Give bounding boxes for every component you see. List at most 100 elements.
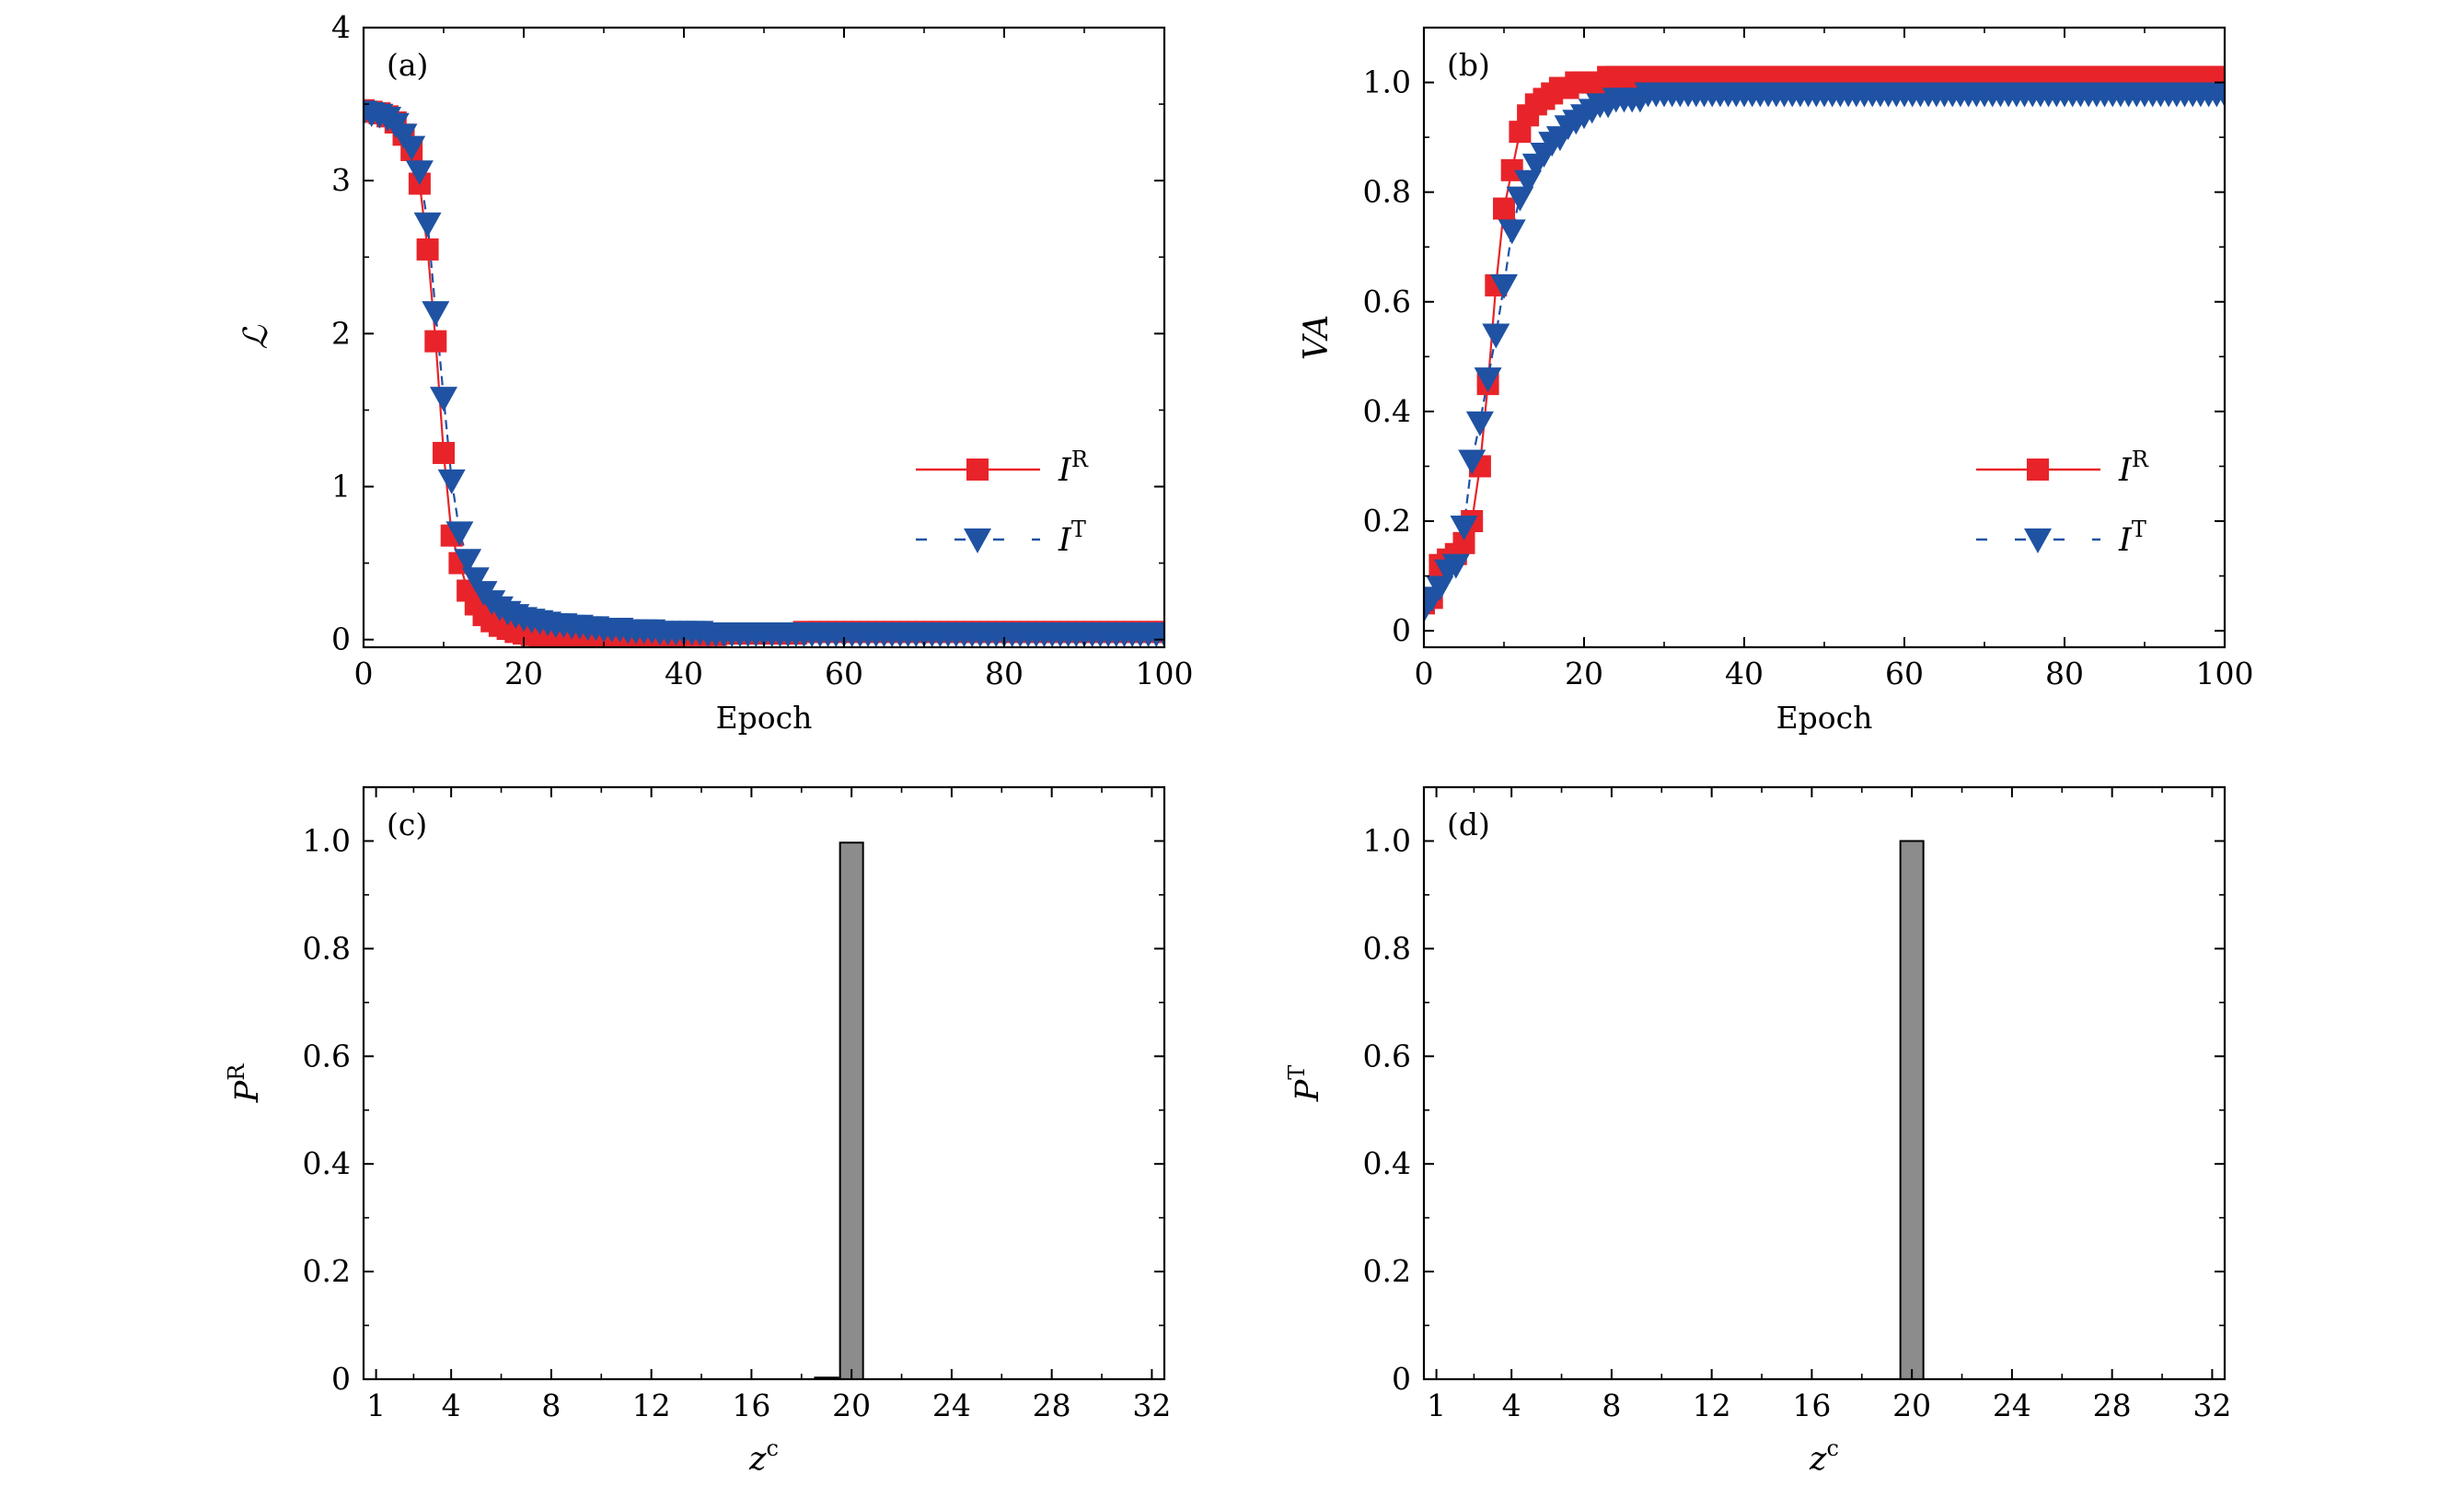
x-tick-label: 32: [1132, 1387, 1171, 1423]
x-tick-label: 20: [1565, 656, 1603, 691]
chart-panel-c: zc PR 0 0.2 0.4 0.6 0.8 1.0 1 4 8 12 16 20 24 28 32 (c): [224, 785, 1171, 1478]
x-tick-label: 80: [2045, 656, 2084, 691]
plot-frame: [362, 26, 1166, 649]
legend-marker: [966, 459, 989, 481]
y-tick-label: 0: [331, 621, 351, 657]
y-tick-label: 1.0: [1363, 822, 1411, 858]
chart-panel-b: Epoch VA IR IT 0 0.2 0.4 0.6 0.8 1.0 0 20 40 60 80 100 (…: [1298, 26, 2254, 736]
x-tick-label: 28: [2093, 1387, 2132, 1423]
y-tick-label: 3: [331, 162, 351, 198]
data-point: [445, 521, 474, 547]
plot-frame: [362, 785, 1166, 1381]
x-tick-label: 20: [504, 656, 543, 691]
plot-frame: [1422, 26, 2227, 649]
y-axis-label: VA: [1298, 315, 1336, 361]
y-tick-label: 1.0: [1363, 64, 1411, 100]
x-axis-label: zc: [1809, 1435, 1839, 1478]
chart-panel-d: zc PT 0 0.2 0.4 0.6 0.8 1.0 1 4 8 12 16 20 24 28 32 (d): [1284, 785, 2231, 1478]
data-point: [461, 567, 490, 593]
x-tick-label: 40: [1725, 656, 1764, 691]
y-tick-label: 0.6: [1363, 1038, 1411, 1074]
panel-label: (d): [1447, 807, 1490, 842]
x-tick-label: 60: [825, 656, 863, 691]
y-axis-label: ℒ: [237, 324, 275, 349]
legend-label: IT: [2118, 517, 2146, 559]
panel-label: (b): [1447, 47, 1490, 83]
bar: [1899, 840, 1925, 1380]
x-tick-label: 4: [442, 1387, 461, 1423]
plot-area: [1424, 65, 2225, 623]
x-tick-label: 32: [2192, 1387, 2231, 1423]
x-tick-label: 80: [985, 656, 1024, 691]
plot-frame: [1422, 785, 2227, 1381]
y-tick-label: 2: [331, 315, 351, 351]
data-point: [1498, 219, 1526, 245]
data-point: [2211, 82, 2225, 108]
y-axis-label: PT: [1284, 1065, 1326, 1103]
y-tick-label: 0.2: [303, 1253, 351, 1289]
legend: IR IT: [1976, 447, 2149, 559]
y-tick-label: 0.2: [1363, 1253, 1411, 1289]
x-tick-label: 8: [1602, 1387, 1621, 1423]
legend-label: IR: [2118, 447, 2149, 489]
x-tick-label: 24: [932, 1387, 971, 1423]
x-tick-label: 1: [366, 1387, 386, 1423]
y-tick-label: 0.6: [303, 1038, 351, 1074]
y-tick-label: 0.2: [1363, 503, 1411, 539]
x-tick-label: 12: [632, 1387, 671, 1423]
y-tick-label: 1.0: [303, 822, 351, 858]
y-axis-label: PR: [224, 1063, 266, 1104]
data-point: [1151, 622, 1164, 647]
y-tick-label: 0.8: [1363, 930, 1411, 966]
data-point: [1450, 515, 1478, 540]
data-point: [422, 301, 450, 327]
data-point: [1493, 197, 1515, 220]
data-point: [1474, 367, 1502, 393]
data-point: [430, 387, 457, 412]
y-tick-label: 0: [1392, 612, 1411, 648]
y-tick-label: 1: [331, 469, 351, 505]
data-point: [1465, 411, 1494, 436]
x-tick-label: 8: [541, 1387, 561, 1423]
bar: [839, 842, 864, 1380]
legend: IR IT: [916, 447, 1089, 559]
x-tick-label: 20: [1892, 1387, 1931, 1423]
x-tick-label: 0: [354, 656, 374, 691]
x-tick-label: 28: [1033, 1387, 1071, 1423]
y-tick-label: 0: [331, 1361, 351, 1397]
legend-label: IT: [1058, 517, 1086, 559]
y-tick-label: 0.6: [1363, 284, 1411, 319]
x-tick-label: 12: [1693, 1387, 1731, 1423]
data-point: [454, 549, 482, 575]
y-tick-label: 0.4: [1363, 1145, 1411, 1181]
data-point: [433, 441, 455, 464]
series-line: [1424, 92, 2225, 609]
x-axis-label: zc: [748, 1435, 779, 1478]
y-tick-label: 0: [1392, 1361, 1411, 1397]
x-tick-label: 100: [1136, 656, 1194, 691]
x-axis-label: Epoch: [1776, 700, 1873, 736]
panel-label: (a): [387, 47, 428, 83]
data-point: [1490, 273, 1518, 299]
x-axis-label: Epoch: [716, 700, 813, 736]
x-tick-label: 4: [1502, 1387, 1521, 1423]
y-tick-label: 4: [331, 9, 351, 45]
x-tick-label: 40: [665, 656, 703, 691]
legend-marker: [964, 528, 991, 553]
x-tick-label: 16: [1792, 1387, 1831, 1423]
series-line: [364, 110, 1164, 635]
x-tick-label: 60: [1885, 656, 1924, 691]
legend-marker: [2027, 459, 2049, 481]
series-line: [364, 109, 1164, 641]
data-point: [1482, 323, 1510, 349]
legend-marker: [2024, 528, 2052, 553]
data-point: [413, 212, 442, 238]
x-tick-label: 24: [1993, 1387, 2031, 1423]
data-point: [405, 160, 434, 186]
data-point: [1441, 553, 1470, 579]
plot-area: [364, 99, 1164, 647]
panel-label: (c): [387, 807, 427, 842]
x-tick-label: 1: [1427, 1387, 1446, 1423]
